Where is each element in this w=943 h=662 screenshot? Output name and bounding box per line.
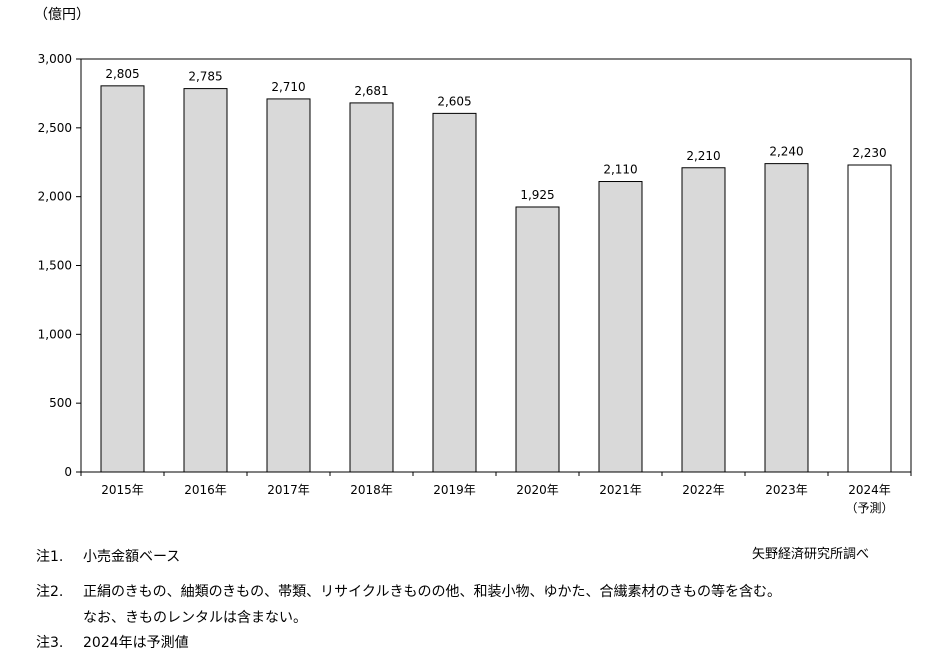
x-tick-label: 2016年 bbox=[184, 483, 227, 497]
data-label: 2,210 bbox=[686, 149, 720, 163]
bar bbox=[349, 102, 394, 473]
y-tick-label: 3,000 bbox=[38, 52, 72, 66]
y-tick-label: 0 bbox=[64, 465, 72, 479]
x-tick-label: 2021年 bbox=[599, 483, 642, 497]
x-tick-label: 2020年 bbox=[516, 483, 559, 497]
x-tick-label: 2023年 bbox=[765, 483, 808, 497]
bar bbox=[681, 167, 726, 473]
bar bbox=[598, 181, 643, 473]
y-tick-label: 1,000 bbox=[38, 327, 72, 341]
data-label: 2,230 bbox=[852, 146, 886, 160]
x-tick-label: 2018年 bbox=[350, 483, 393, 497]
x-tick-label: 2015年 bbox=[101, 483, 144, 497]
y-tick-label: 2,000 bbox=[38, 190, 72, 204]
y-tick-label: 500 bbox=[49, 396, 72, 410]
x-tick-label: 2024年 bbox=[848, 483, 891, 497]
note-3: 注3. 2024年は予測値 bbox=[36, 636, 189, 650]
note-1-tag: 注1. bbox=[36, 549, 64, 565]
bar bbox=[266, 98, 311, 473]
note-1: 注1. 小売金額ベース bbox=[36, 550, 180, 564]
bar-chart: 0 500 1,000 1,500 2,000 2,500 3,000 2,805 2015年 2… bbox=[38, 52, 912, 515]
y-tick-label: 2,500 bbox=[38, 121, 72, 135]
x-tick-sublabel: （予測） bbox=[845, 501, 893, 515]
y-axis-unit-label: （億円） bbox=[34, 7, 90, 23]
data-label: 2,805 bbox=[105, 67, 139, 81]
bar bbox=[515, 206, 560, 473]
bar bbox=[432, 112, 477, 473]
data-label: 2,785 bbox=[188, 70, 222, 84]
data-label: 2,710 bbox=[271, 80, 305, 94]
source-credit: 矢野経済研究所調べ bbox=[752, 547, 870, 562]
data-label: 2,110 bbox=[603, 163, 637, 177]
bar bbox=[183, 88, 228, 473]
data-label: 2,681 bbox=[354, 84, 388, 98]
data-label: 1,925 bbox=[520, 188, 554, 202]
data-label: 2,605 bbox=[437, 94, 471, 108]
note-3-tag: 注3. bbox=[36, 635, 64, 651]
note-3-text: 2024年は予測値 bbox=[83, 635, 189, 651]
y-tick-label: 1,500 bbox=[38, 259, 72, 273]
x-tick-label: 2017年 bbox=[267, 483, 310, 497]
data-label: 2,240 bbox=[769, 145, 803, 159]
note-2: 注2. 正絹のきもの、紬類のきもの、帯類、リサイクルきものの他、和装小物、ゆかた、… bbox=[36, 585, 781, 599]
note-2-text: 正絹のきもの、紬類のきもの、帯類、リサイクルきものの他、和装小物、ゆかた、合繊素… bbox=[83, 584, 782, 600]
x-tick-label: 2019年 bbox=[433, 483, 476, 497]
x-tick-label: 2022年 bbox=[682, 483, 725, 497]
bar bbox=[100, 85, 145, 473]
note-2-continued-text: なお、きものレンタルは含まない。 bbox=[83, 610, 307, 626]
note-1-text: 小売金額ベース bbox=[83, 549, 181, 565]
bar bbox=[847, 164, 892, 473]
note-2-tag: 注2. bbox=[36, 584, 64, 600]
note-2-continued: なお、きものレンタルは含まない。 bbox=[36, 611, 307, 625]
bar bbox=[764, 163, 809, 473]
